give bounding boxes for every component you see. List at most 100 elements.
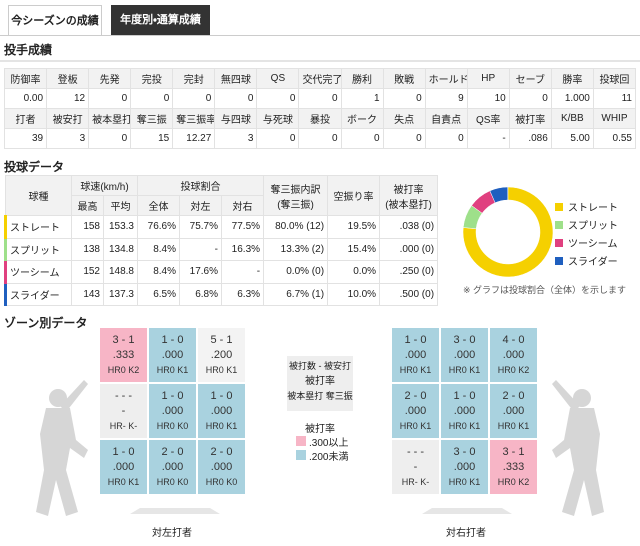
value: 6.5% <box>137 282 180 306</box>
subheader: 対左 <box>179 195 222 216</box>
value: 17.6% <box>179 260 222 284</box>
header: セーブ <box>508 68 552 89</box>
subheader: 平均 <box>103 195 138 216</box>
value: 0.0% (0) <box>263 260 329 284</box>
zone-avg: .000 <box>453 461 476 473</box>
zone-count: 2 - 0 <box>161 446 184 458</box>
header-line: (被本塁打) <box>385 199 432 211</box>
header: QS率 <box>466 108 510 129</box>
zone-detail: HR0 K1 <box>448 421 481 431</box>
header: 投球割合 <box>136 175 265 196</box>
header: 奪三振内訳 (奪三振) <box>263 175 329 216</box>
value: - <box>179 237 222 261</box>
zone-cell: 3 - 1 .333 HR0 K2 <box>100 328 147 382</box>
zone-detail: HR0 K1 <box>107 477 140 487</box>
zone-count: 2 - 0 <box>404 390 427 402</box>
zone-cell: 2 - 0 .000 HR0 K1 <box>392 384 439 438</box>
value: 75.7% <box>179 215 222 239</box>
section-rule <box>0 60 640 62</box>
legend-label: スプリット <box>568 220 618 232</box>
key-line: 被打率 <box>305 376 335 387</box>
value: 0 <box>382 88 426 109</box>
legend-swatch <box>555 203 563 211</box>
value: 152 <box>71 260 104 284</box>
value: 8.4% <box>137 260 180 284</box>
value: 0 <box>298 128 342 149</box>
header: 完封 <box>172 68 216 89</box>
value: 0 <box>340 128 384 149</box>
tab-current[interactable]: 今シーズンの成績 <box>8 5 102 35</box>
header: 被打率 (被本塁打) <box>379 175 439 216</box>
zone-detail: HR0 K0 <box>205 477 238 487</box>
value: .250 (0) <box>379 260 439 284</box>
pitch-name: スライダー <box>4 282 72 306</box>
value: .038 (0) <box>379 215 439 239</box>
zone-cell: 1 - 0 .000 HR0 K1 <box>149 328 196 382</box>
tab-rule <box>0 35 640 36</box>
batter-left <box>36 380 88 516</box>
tab-yearly[interactable]: 年度別・通算成績 <box>111 5 210 35</box>
header-line: (奪三振) <box>277 199 314 211</box>
zone-detail: HR0 K2 <box>497 477 530 487</box>
section-title: 投手成績 <box>4 43 53 57</box>
header: 被打率 <box>508 108 552 129</box>
home-plate <box>422 508 512 514</box>
zone-avg: - <box>121 405 126 417</box>
zone-count: 1 - 0 <box>210 390 233 402</box>
home-plate <box>130 508 220 514</box>
zone-avg: .000 <box>210 405 233 417</box>
zone-cell: 1 - 0 .000 HR0 K0 <box>149 384 196 438</box>
zone-avg: .000 <box>161 461 184 473</box>
batter-right <box>552 380 604 516</box>
value: 12 <box>46 88 90 109</box>
value: 0 <box>508 88 552 109</box>
header: HP <box>466 68 510 89</box>
zone-detail: HR0 K1 <box>205 365 238 375</box>
slice <box>489 186 509 204</box>
pitch-name: ストレート <box>4 215 72 239</box>
legend-label: ストレート <box>568 203 618 214</box>
header: 空振り率 <box>327 175 381 216</box>
zone-avg: - <box>413 461 418 473</box>
zone-count: 4 - 0 <box>502 334 525 346</box>
legend-swatch <box>555 239 563 247</box>
value: 0.0% <box>327 260 381 284</box>
header: 暴投 <box>298 108 342 129</box>
zone-label: 対左打者 <box>152 528 192 539</box>
legend-swatch <box>555 221 563 229</box>
zone-cell: 5 - 1 .200 HR0 K1 <box>198 328 245 382</box>
zone-detail: HR0 K1 <box>205 421 238 431</box>
header: 被本塁打 <box>88 108 132 129</box>
value: .500 (0) <box>379 282 439 306</box>
header: 与死球 <box>256 108 300 129</box>
header: 被安打 <box>46 108 90 129</box>
zone-detail: HR- K- <box>401 477 430 487</box>
zone-avg: .000 <box>161 405 184 417</box>
header: 球種 <box>5 175 72 216</box>
header: K/BB <box>550 108 594 129</box>
header: WHIP <box>592 108 637 129</box>
legend-label: .200未満 <box>309 451 349 463</box>
zone-detail: HR- K- <box>109 421 138 431</box>
zone-cell: 2 - 0 .000 HR0 K1 <box>490 384 537 438</box>
value: 138 <box>71 237 104 261</box>
legend-item: .200未満 <box>296 448 349 463</box>
header: 防御率 <box>3 68 48 89</box>
value: 76.6% <box>137 215 180 239</box>
pitch-table: 球種 球速(km/h) 投球割合 奪三振内訳 (奪三振) 空振り率 被打率 (被本塁… <box>4 175 439 306</box>
value: 11 <box>592 88 637 109</box>
zone-cell: 1 - 0 .000 HR0 K1 <box>100 440 147 494</box>
header: 奪三振率 <box>172 108 216 129</box>
value: .000 (0) <box>379 237 439 261</box>
zone-cell: - - - - HR- K- <box>392 440 439 494</box>
key-line: 被打数 - 被安打 <box>289 361 351 371</box>
header-line: 奪三振内訳 <box>270 184 321 196</box>
value: 1.000 <box>550 88 594 109</box>
zone-avg: .000 <box>453 349 476 361</box>
pitch-row: ツーシーム 152 148.8 8.4% 17.6% -0.0% (0) 0.0% .250 … <box>4 260 439 284</box>
header: 先発 <box>88 68 132 89</box>
subheader: 対右 <box>220 195 265 216</box>
stats-table: 防御率 登板 先発 完投 完封 無四球 QS 交代完了 勝利 敗戦 ホールド HP セーブ 勝率 投球回 0.… <box>3 68 637 149</box>
value: 19.5% <box>327 215 381 239</box>
zone-count: - - - <box>406 446 425 458</box>
